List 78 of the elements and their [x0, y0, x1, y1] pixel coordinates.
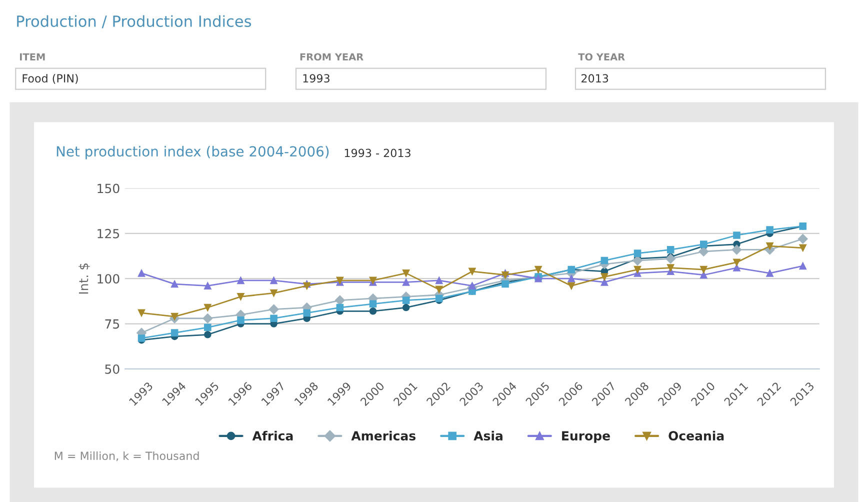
point	[600, 256, 608, 264]
point	[170, 280, 178, 288]
point	[270, 276, 278, 284]
legend-label: Americas	[351, 430, 416, 440]
text: Food (PIN)	[22, 74, 78, 84]
point	[303, 309, 311, 317]
point	[666, 246, 674, 254]
point	[270, 289, 278, 297]
point	[798, 234, 808, 244]
point	[766, 270, 774, 277]
point	[568, 282, 576, 290]
legend-label: Africa	[252, 430, 293, 440]
point	[468, 282, 476, 290]
point	[733, 232, 740, 239]
point	[170, 312, 178, 320]
point	[237, 293, 244, 300]
point	[138, 270, 146, 277]
point	[369, 307, 377, 315]
point	[435, 276, 443, 284]
point	[369, 300, 377, 308]
y-tick-label: 150	[98, 184, 120, 194]
text: M = Million, k = Thousand	[54, 451, 199, 462]
point	[799, 262, 807, 270]
point	[270, 314, 278, 322]
legend-label: Europe	[562, 431, 610, 443]
point	[634, 266, 642, 274]
y-tick-label: 100	[98, 274, 120, 284]
point	[732, 244, 742, 255]
point	[402, 270, 410, 277]
point	[237, 316, 244, 324]
point	[766, 226, 774, 234]
y-axis-title: Int. $	[78, 263, 90, 294]
chart-title: Net production index (base 2004-2006)	[56, 146, 329, 160]
text: 1993	[303, 74, 330, 83]
point	[334, 295, 345, 306]
legend-label: Oceania	[668, 430, 724, 440]
text: Production / Production Indices	[17, 15, 252, 28]
point	[204, 324, 212, 332]
y-tick-label: 125	[98, 228, 120, 238]
point	[568, 274, 576, 282]
point	[170, 329, 178, 336]
point	[698, 246, 709, 256]
point	[237, 276, 244, 284]
point	[700, 266, 708, 274]
point	[204, 330, 212, 338]
point	[268, 304, 279, 314]
point	[666, 254, 676, 264]
point	[204, 282, 212, 290]
point	[799, 244, 807, 252]
point	[468, 268, 476, 276]
text: 2013	[582, 74, 608, 83]
point	[534, 266, 542, 274]
point	[402, 304, 410, 312]
point	[733, 258, 740, 266]
text: ITEM	[20, 53, 45, 60]
point	[632, 256, 642, 266]
text: FROM YEAR	[300, 53, 364, 61]
point	[138, 309, 146, 317]
point	[204, 304, 212, 312]
y-tick-label: 50	[105, 364, 120, 374]
point	[402, 296, 410, 304]
y-tick-label: 75	[105, 319, 120, 329]
point	[435, 286, 443, 294]
text: TO YEAR	[578, 53, 625, 61]
point	[336, 304, 344, 312]
point	[202, 313, 213, 324]
point	[733, 264, 740, 272]
point	[766, 242, 774, 250]
point	[303, 282, 311, 290]
chart-subtitle: 1993 - 2013	[344, 148, 410, 158]
point	[502, 271, 509, 279]
point	[634, 250, 642, 257]
point	[600, 273, 608, 280]
point	[402, 278, 410, 286]
point	[600, 278, 608, 286]
point	[666, 264, 674, 272]
legend-label: Asia	[474, 430, 502, 440]
point	[700, 271, 708, 279]
